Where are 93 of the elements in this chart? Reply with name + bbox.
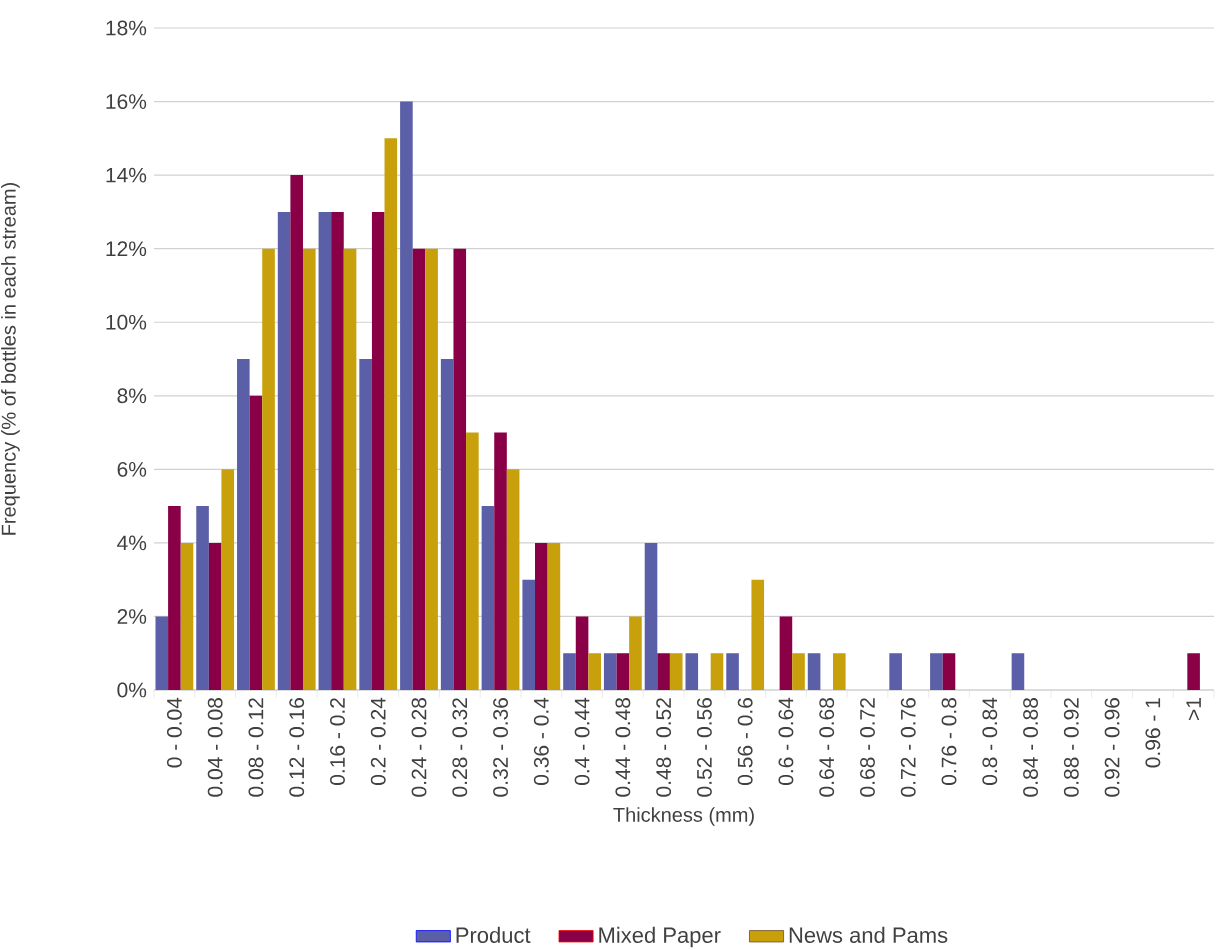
y-tick-label: 14% (106, 167, 147, 183)
bar (685, 653, 699, 691)
bar (1011, 653, 1025, 691)
bar (237, 359, 250, 691)
legend-label: Mixed Paper (599, 926, 721, 948)
bar (535, 542, 548, 691)
bar (603, 653, 617, 691)
bar (726, 653, 739, 691)
x-tick-label: 0.44 - 0.48 (615, 698, 631, 797)
y-axis-title: Frequency (% of bottles in each stream) (1, 183, 20, 535)
bar (221, 469, 235, 691)
bar (779, 616, 793, 691)
bar (277, 211, 291, 691)
legend-label: Product (456, 926, 531, 943)
bar (208, 542, 222, 691)
x-tick-label: 0.96 - 1 (1145, 698, 1161, 768)
bar (168, 506, 181, 691)
x-tick-label: 0.6 - 0.64 (778, 697, 794, 785)
bar (575, 616, 589, 691)
bar (494, 432, 507, 691)
x-tick-label: 0 - 0.04 (166, 697, 182, 768)
bar (669, 653, 683, 691)
bar (302, 248, 316, 691)
bar (331, 211, 344, 691)
bar (942, 653, 956, 691)
y-tick-label: 8% (117, 388, 147, 404)
bar (616, 653, 630, 691)
bar (710, 653, 724, 691)
bar (384, 138, 398, 691)
bar (466, 432, 479, 691)
bar (371, 211, 385, 691)
y-tick-label: 12% (106, 241, 147, 257)
y-tick-label: 2% (117, 609, 147, 624)
bar (832, 653, 846, 691)
bar (657, 653, 670, 691)
y-tick-label: 10% (106, 314, 147, 330)
bar (629, 616, 642, 691)
y-tick-label: 4% (117, 535, 147, 551)
x-tick-label: 0.76 - 0.8 (941, 698, 957, 785)
bar (1187, 653, 1200, 691)
x-tick-label: 0.12 - 0.16 (289, 698, 305, 797)
bar (453, 248, 467, 691)
x-tick-label: 0.08 - 0.12 (248, 698, 264, 797)
bar (481, 506, 495, 691)
bar (522, 579, 536, 691)
x-tick-label: 0.88 - 0.92 (1063, 698, 1079, 797)
x-tick-label: 0.84 - 0.88 (1023, 698, 1038, 797)
x-tick-label: 0.56 - 0.6 (737, 698, 753, 785)
bar (644, 542, 658, 691)
x-tick-label: 0.4 - 0.44 (574, 697, 590, 785)
bar (506, 469, 520, 691)
bar (318, 211, 332, 691)
bar (930, 653, 943, 691)
bar (807, 653, 821, 691)
x-tick-label: 0.04 - 0.08 (207, 698, 223, 797)
x-tick-label: 0.52 - 0.56 (696, 698, 712, 797)
x-tick-label: 0.16 - 0.2 (330, 698, 345, 785)
bar (196, 506, 209, 691)
x-tick-label: 0.8 - 0.84 (982, 697, 998, 785)
bar (290, 175, 303, 691)
bar (425, 248, 438, 691)
bar (180, 542, 194, 691)
y-tick-label: 6% (117, 461, 147, 477)
y-tick-label: 16% (106, 94, 147, 110)
bar (440, 359, 454, 691)
bar (547, 542, 561, 691)
bar (262, 248, 275, 691)
x-tick-label: 0.36 - 0.4 (533, 697, 549, 785)
x-tick-label: 0.24 - 0.28 (411, 698, 427, 797)
bar (751, 579, 765, 691)
x-tick-label: 0.64 - 0.68 (819, 698, 835, 797)
x-tick-label: 0.32 - 0.36 (493, 698, 508, 797)
bar (343, 248, 357, 691)
x-tick-label: 0.72 - 0.76 (900, 698, 916, 797)
legend-label: News and Pams (789, 926, 948, 943)
x-tick-label: 0.28 - 0.32 (452, 698, 468, 797)
x-tick-label: 0.92 - 0.96 (1104, 698, 1120, 797)
x-tick-label: 0.2 - 0.24 (370, 697, 386, 785)
x-tick-label: 0.48 - 0.52 (656, 698, 672, 797)
bar (400, 101, 413, 691)
bar (563, 653, 576, 691)
y-tick-label: 18% (106, 20, 147, 36)
y-tick-label: 0% (117, 682, 147, 698)
x-axis-title: Thickness (mm) (613, 807, 754, 826)
bar (155, 616, 169, 691)
x-tick-label: 0.68 - 0.72 (860, 698, 875, 797)
bar (249, 395, 263, 691)
x-tick-label: >1 (1186, 698, 1201, 720)
bar (412, 248, 426, 691)
bar (792, 653, 805, 691)
bar (588, 653, 601, 691)
bar (889, 653, 902, 691)
bar (359, 359, 372, 691)
